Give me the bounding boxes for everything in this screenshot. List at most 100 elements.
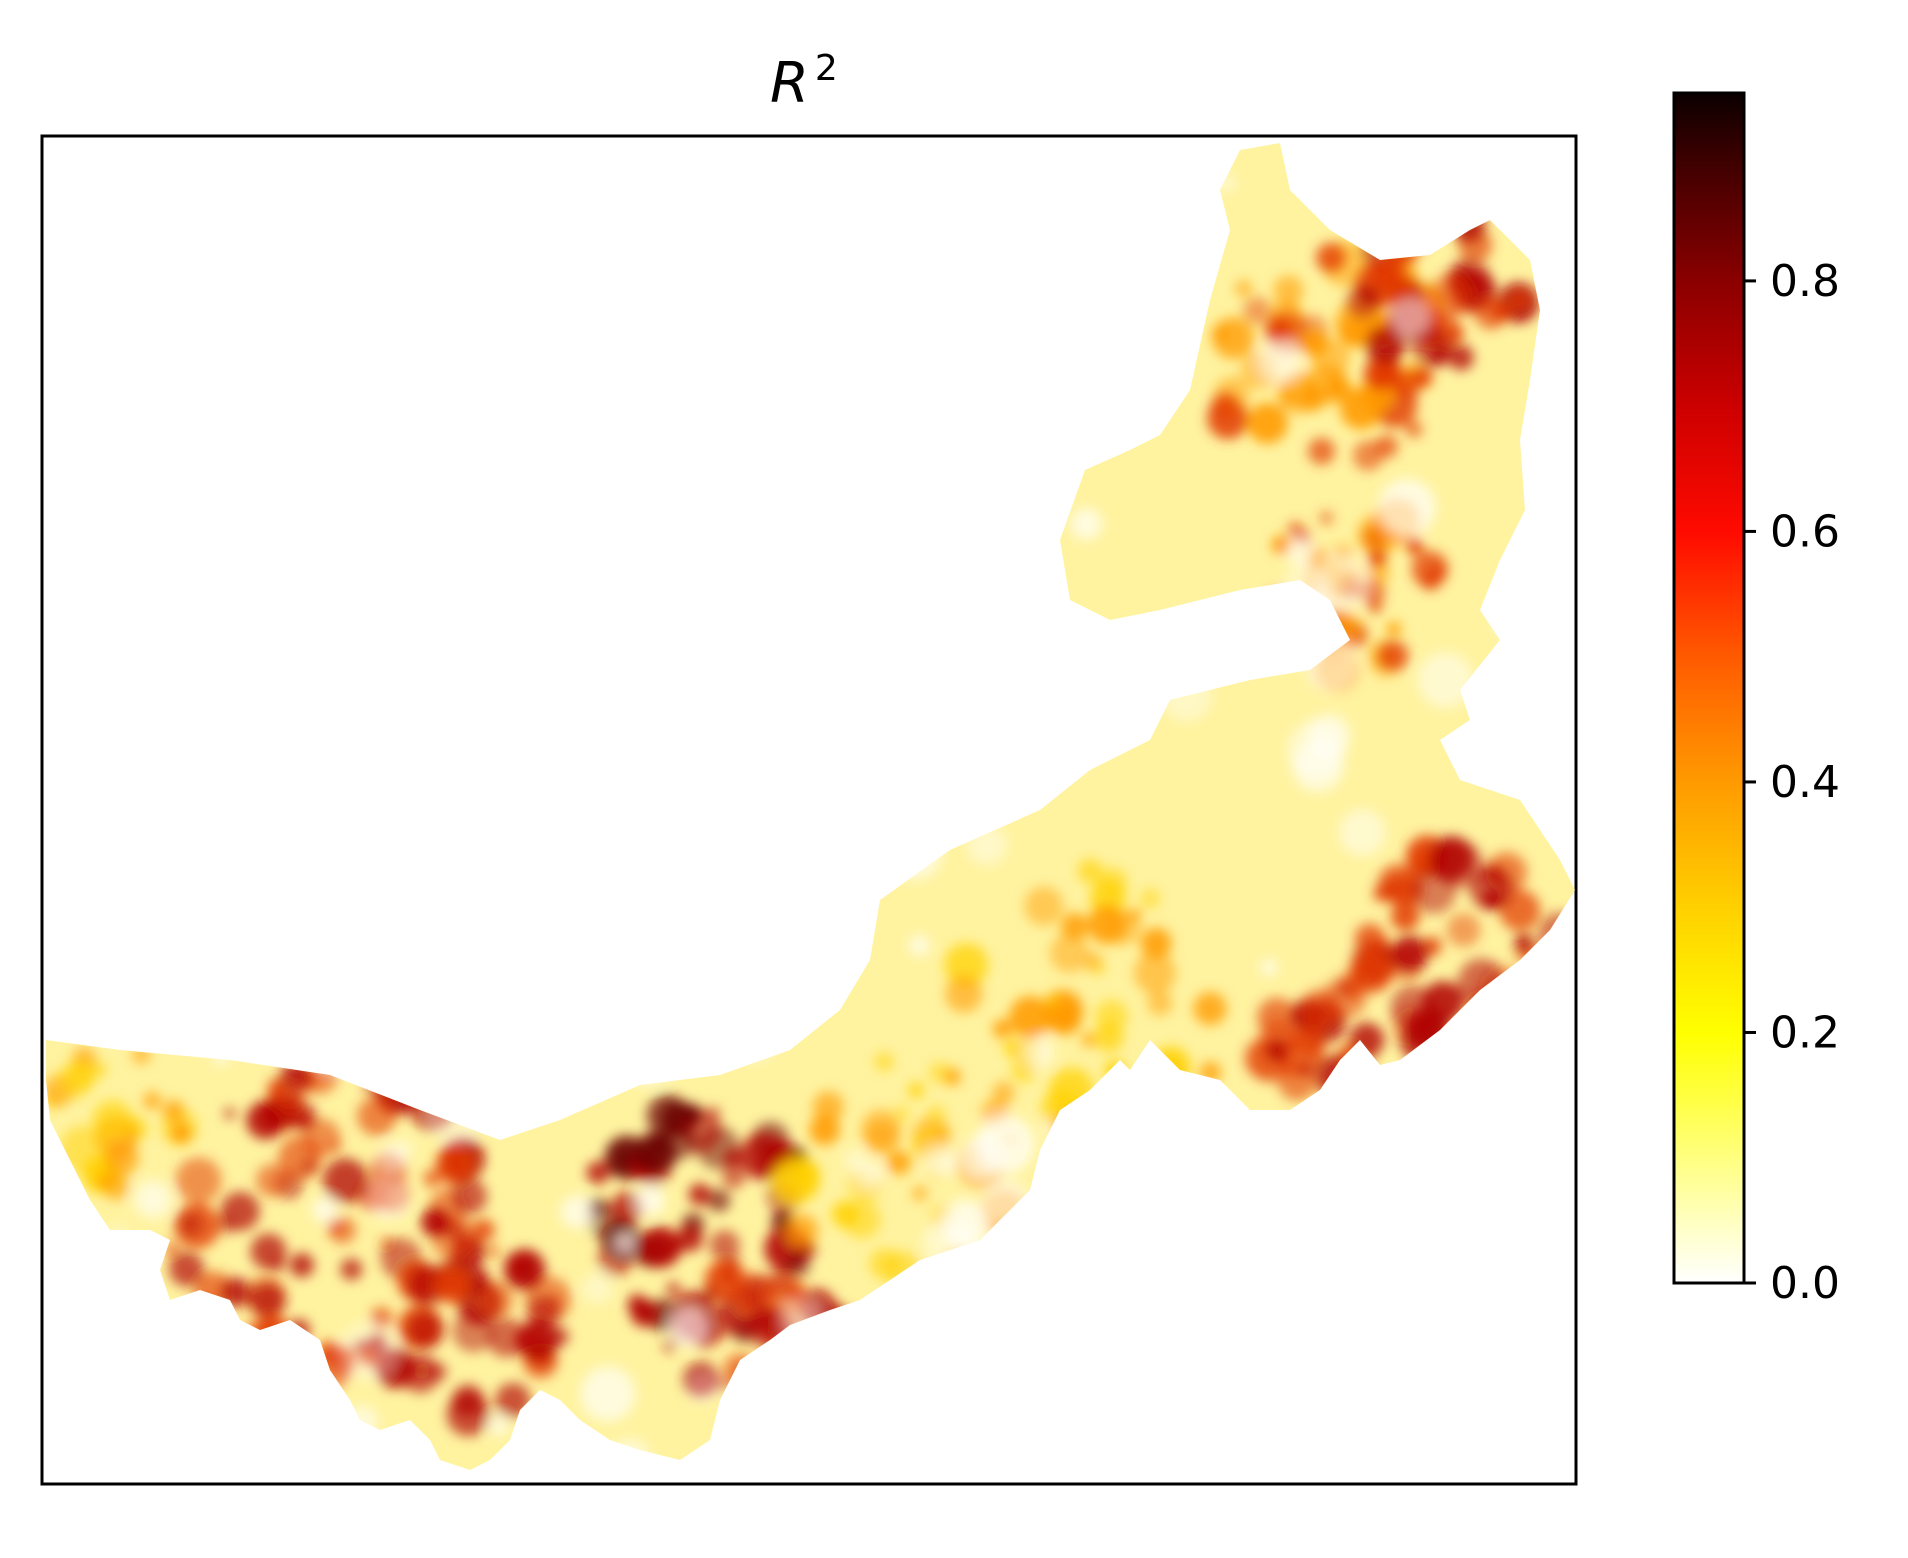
region-hotspot: [1265, 1039, 1289, 1062]
region-hotspot: [773, 1156, 820, 1204]
colorbar-tick-label: 0.2: [1770, 1007, 1840, 1058]
region-hotspot: [486, 1244, 500, 1259]
region-speckle: [1285, 536, 1317, 568]
region-hotspot: [842, 1200, 881, 1239]
region-hotspot: [452, 1310, 495, 1353]
colorbar-tick-label: 0.4: [1770, 757, 1840, 808]
region-speckle: [844, 1149, 866, 1171]
region-speckle: [488, 1416, 509, 1436]
region-hotspot: [809, 1114, 840, 1146]
region-hotspot: [1324, 374, 1351, 401]
region-speckle: [975, 1115, 1035, 1175]
region-hotspot: [1003, 1039, 1020, 1057]
region-hotspot: [1371, 358, 1402, 389]
region-hotspot: [420, 1207, 451, 1237]
region-hotspot: [722, 1165, 746, 1189]
region-hotspot: [1242, 296, 1272, 326]
region-hotspot: [1298, 385, 1326, 412]
region-speckle: [1070, 508, 1103, 540]
region-hotspot: [1140, 927, 1172, 959]
region-hotspot: [707, 1188, 731, 1212]
region-hotspot: [249, 1282, 286, 1319]
region-hotspot: [1373, 885, 1390, 902]
region-hotspot: [681, 1103, 703, 1125]
region-hotspot: [340, 1258, 363, 1281]
region-hotspot: [928, 1061, 951, 1084]
region-hotspot: [1413, 367, 1433, 388]
region-hotspot: [1210, 391, 1240, 420]
region-speckle: [635, 1185, 666, 1216]
region-speckle: [687, 1371, 719, 1403]
region-hotspot: [1364, 324, 1405, 366]
colorbar-tick-label: 0.8: [1770, 256, 1840, 307]
region-hotspot: [162, 1099, 185, 1123]
region-hotspot: [716, 1378, 729, 1392]
region-hotspot: [475, 1280, 514, 1319]
region-hotspot: [514, 1259, 534, 1280]
region-hotspot: [302, 1118, 341, 1157]
region-hotspot: [1049, 933, 1090, 973]
region-hotspot: [1368, 549, 1387, 568]
region-hotspot: [1009, 996, 1052, 1039]
region-hotspot: [688, 1183, 712, 1206]
region-hotspot: [59, 1125, 108, 1174]
region-hotspot: [1281, 389, 1297, 405]
region-hotspot: [1092, 961, 1105, 975]
region-hotspot: [586, 1161, 610, 1185]
region-hotspot: [887, 1150, 911, 1175]
colorbar-tick-label: 0.6: [1770, 506, 1840, 557]
region-hotspot: [1340, 387, 1383, 430]
region-hotspot: [95, 1172, 111, 1188]
region-hotspot: [1077, 858, 1103, 884]
region-hotspot: [301, 1158, 318, 1175]
region-hotspot: [1469, 865, 1514, 910]
region-hotspot: [216, 1214, 236, 1234]
region-hotspot: [864, 1120, 900, 1155]
region-hotspot: [1490, 301, 1511, 322]
region-hotspot: [785, 1214, 819, 1248]
region-hotspot: [1391, 935, 1429, 973]
region-hotspot: [1446, 913, 1481, 948]
region-hotspot: [400, 1353, 440, 1393]
region-hotspot: [1307, 437, 1336, 465]
region-hotspot: [1514, 933, 1534, 953]
region-hotspot: [272, 1082, 307, 1116]
region-hotspot: [1080, 1032, 1097, 1048]
region-speckle: [1022, 1037, 1053, 1068]
region-hotspot: [1133, 951, 1176, 994]
region-hotspot: [433, 1266, 472, 1304]
region-hotspot: [992, 1081, 1015, 1104]
region-hotspot: [711, 1261, 731, 1281]
region-hotspot: [1246, 402, 1288, 444]
region-hotspot: [175, 1157, 222, 1204]
region-speckle: [560, 1195, 594, 1229]
region-hotspot: [1087, 904, 1127, 945]
region-hotspot: [1406, 537, 1423, 555]
region-hotspot: [926, 1104, 946, 1125]
region-hotspot: [223, 1107, 237, 1120]
region-hotspot: [874, 1052, 894, 1072]
region-hotspot: [1140, 888, 1160, 909]
region-hotspot: [169, 1251, 204, 1287]
region-hotspot: [912, 1186, 928, 1201]
region-hotspot: [1368, 600, 1383, 614]
region-speckle: [338, 1321, 398, 1382]
region-hotspot: [709, 1230, 740, 1261]
region-hotspot: [627, 1293, 648, 1315]
region-speckle: [134, 1180, 172, 1219]
region-speckle: [312, 1197, 337, 1223]
region-hotspot: [1047, 1000, 1082, 1035]
region-speckle: [1417, 652, 1474, 708]
region-hotspot: [256, 1163, 290, 1197]
region-hotspot: [56, 1062, 93, 1099]
region-hotspot: [1345, 284, 1381, 320]
region-hotspot: [1352, 440, 1384, 471]
region-speckle: [908, 934, 930, 957]
region-hotspot: [723, 1148, 743, 1168]
region-hotspot: [1377, 640, 1409, 672]
region-hotspot: [472, 1218, 495, 1242]
region-hotspot: [1390, 902, 1420, 931]
region-hotspot: [1094, 999, 1128, 1033]
region-hotspot: [1354, 923, 1386, 954]
